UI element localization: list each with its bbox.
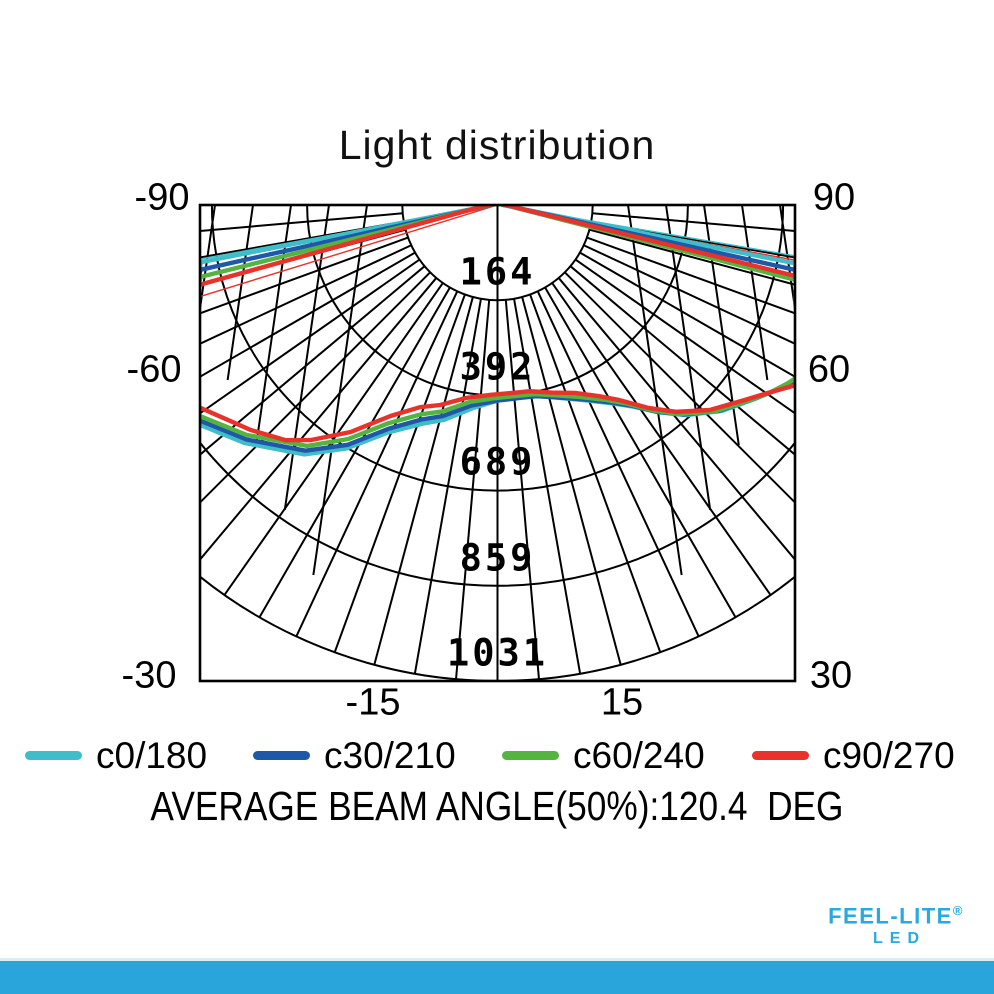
ring-value-label: 392 [459, 345, 536, 389]
series-color-swatch [25, 751, 82, 760]
grid-spoke [589, 228, 795, 286]
series-color-swatch [253, 751, 310, 760]
grid-spoke [200, 277, 438, 562]
plot-area [200, 205, 795, 681]
grid-spoke [413, 298, 482, 674]
legend-label: c60/240 [573, 735, 705, 776]
angle-axis-label: -90 [134, 176, 190, 219]
grid-spoke [544, 286, 737, 618]
brand-name: FEEL-LITE® [826, 903, 966, 929]
ring-value-label: 859 [459, 536, 536, 580]
grid-spoke [200, 258, 421, 415]
ring-value-label: 164 [459, 250, 536, 294]
registered-mark-icon: ® [952, 903, 964, 918]
grid-spoke [586, 236, 795, 315]
grid-lattice-line [283, 205, 330, 511]
footer-bar [0, 961, 994, 994]
grid-lattice-line [665, 205, 712, 511]
grid-spoke [258, 286, 451, 618]
beam-angle-caption: AVERAGE BEAM ANGLE(50%):120.4 DEG [150, 783, 844, 829]
grid-spoke [574, 258, 795, 415]
series-closure-ray [200, 205, 498, 298]
grid-spoke [564, 271, 795, 504]
grid-spoke [591, 220, 795, 259]
grid-lattice-line [312, 205, 368, 576]
grid-spoke [333, 294, 466, 653]
plot-border [198, 203, 797, 683]
grid-spoke [200, 212, 403, 233]
grid-spoke [200, 244, 412, 345]
grid-spoke [504, 299, 540, 680]
legend-label: c30/210 [324, 735, 456, 776]
angle-axis-label: 90 [812, 176, 856, 219]
grid-spoke [579, 251, 795, 378]
series-color-swatch [752, 751, 809, 760]
ring-value-label: 689 [459, 440, 536, 484]
legend-label: c0/180 [96, 735, 208, 776]
grid-spoke [200, 265, 426, 456]
angle-axis-label: -15 [345, 681, 401, 724]
angle-axis-label: -30 [121, 654, 177, 697]
grid-spoke [455, 299, 491, 680]
grid-lattice-line [226, 205, 254, 381]
grid-spoke [592, 212, 795, 233]
footer-hairline [0, 958, 994, 961]
series-color-swatch [502, 751, 559, 760]
angle-axis-label: -60 [126, 348, 182, 391]
angle-axis-label: 15 [600, 681, 644, 724]
angle-axis-label: 30 [809, 654, 853, 697]
grid-spoke [513, 298, 582, 674]
grid-lattice-line [741, 205, 769, 381]
grid-spoke [569, 265, 795, 456]
angle-axis-label: 60 [807, 348, 851, 391]
chart-title: Light distribution [338, 122, 656, 168]
series-curve-c60-240 [200, 205, 795, 449]
legend-label: c90/270 [823, 735, 955, 776]
ring-value-label: 1031 [446, 631, 549, 675]
grid-spoke [295, 290, 459, 637]
grid-spoke [536, 290, 700, 637]
beam-angle-caption-row: AVERAGE BEAM ANGLE(50%):120.4 DEG [0, 783, 994, 830]
series-curve-c90-270 [200, 205, 795, 443]
grid-spoke [557, 277, 795, 562]
grid-spoke [521, 296, 622, 666]
legend: c0/180 c30/210 c60/240 c90/270 [0, 735, 994, 777]
grid-spoke [373, 296, 474, 666]
grid-spoke [583, 244, 795, 345]
brand-name-text: FEEL-LITE [828, 903, 953, 929]
brand-tagline: LED [873, 930, 926, 948]
grid-spoke [200, 236, 409, 315]
grid-spoke [200, 251, 416, 378]
grid-spoke [200, 271, 431, 504]
grid-spoke [529, 294, 662, 653]
brand-logo: FEEL-LITE® LED [826, 903, 966, 948]
grid-lattice-line [627, 205, 683, 576]
